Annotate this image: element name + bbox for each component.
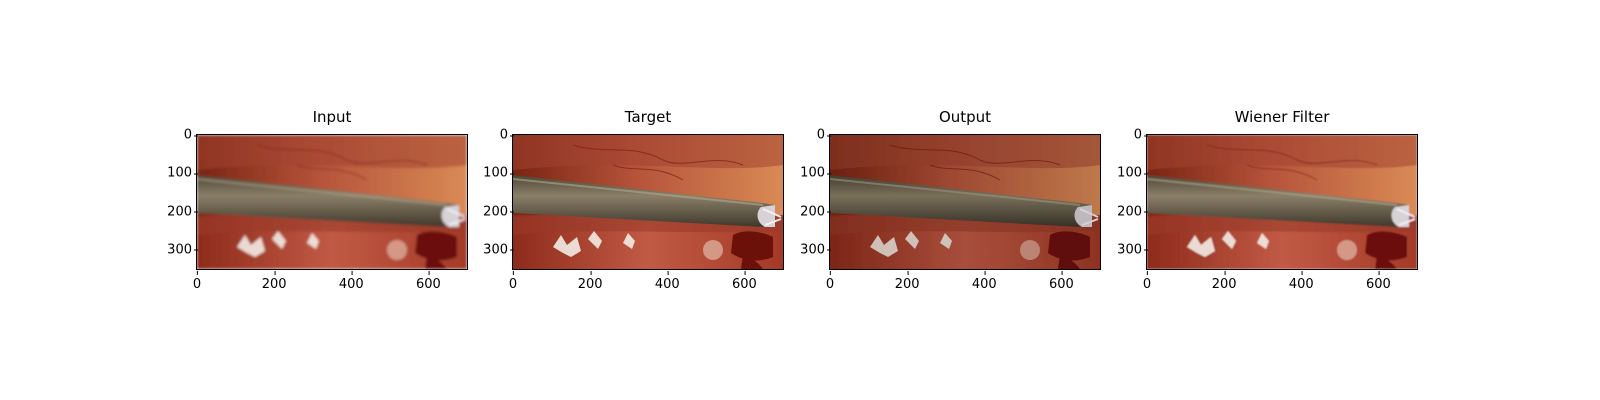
y-tick-label: 100 (483, 165, 514, 181)
image-input (196, 134, 468, 270)
y-tick-label: 0 (183, 127, 199, 143)
image-wiener-filter (1146, 134, 1418, 270)
y-tick-label: 300 (167, 242, 198, 258)
panel-wiener-filter: Wiener Filter (1117, 108, 1418, 292)
x-axis-ticks: 0 200 400 600 (1142, 271, 1418, 292)
y-axis-ticks: 0 100 200 300 (162, 128, 199, 270)
panel-title: Wiener Filter (1234, 108, 1330, 126)
x-tick-label: 0 (192, 271, 202, 292)
x-tick-label: 400 (971, 271, 997, 292)
x-tick-label: 0 (1142, 271, 1152, 292)
x-tick-label: 600 (416, 271, 441, 292)
y-axis-ticks: 0 100 200 300 (478, 128, 515, 270)
x-axis-ticks: 0 200 400 600 (192, 271, 468, 292)
y-tick-label: 200 (1117, 204, 1148, 220)
x-tick-label: 600 (1366, 271, 1391, 292)
x-tick-label: 200 (577, 271, 603, 292)
panel-title: Output (938, 108, 992, 126)
y-tick-label: 300 (1117, 242, 1148, 258)
y-tick-label: 100 (800, 165, 831, 181)
y-tick-label: 0 (499, 127, 515, 143)
x-tick-label: 0 (825, 271, 835, 292)
y-tick-label: 0 (1133, 127, 1149, 143)
y-tick-label: 100 (167, 165, 198, 181)
y-tick-label: 100 (1117, 165, 1148, 181)
x-axis-ticks: 0 200 400 600 (825, 271, 1101, 292)
y-tick-label: 300 (483, 242, 514, 258)
y-tick-label: 0 (816, 127, 832, 143)
x-tick-label: 0 (508, 271, 518, 292)
x-tick-label: 600 (1049, 271, 1074, 292)
panel-output: Output (800, 108, 1101, 292)
y-axis-ticks: 0 100 200 300 (1112, 128, 1149, 270)
y-tick-label: 200 (167, 204, 198, 220)
x-tick-label: 400 (338, 271, 364, 292)
x-tick-label: 200 (1211, 271, 1237, 292)
y-axis-ticks: 0 100 200 300 (795, 128, 832, 270)
panel-target: Target (483, 108, 784, 292)
y-tick-label: 200 (483, 204, 514, 220)
x-axis-ticks: 0 200 400 600 (508, 271, 784, 292)
x-tick-label: 600 (732, 271, 757, 292)
x-tick-label: 400 (1288, 271, 1314, 292)
x-tick-label: 200 (261, 271, 287, 292)
x-tick-label: 400 (654, 271, 680, 292)
panel-title: Input (312, 108, 352, 126)
image-target (512, 134, 784, 270)
panel-title: Target (624, 108, 672, 126)
image-output (829, 134, 1101, 270)
panel-input: Input (167, 108, 468, 292)
x-tick-label: 200 (894, 271, 920, 292)
y-tick-label: 300 (800, 242, 831, 258)
y-tick-label: 200 (800, 204, 831, 220)
